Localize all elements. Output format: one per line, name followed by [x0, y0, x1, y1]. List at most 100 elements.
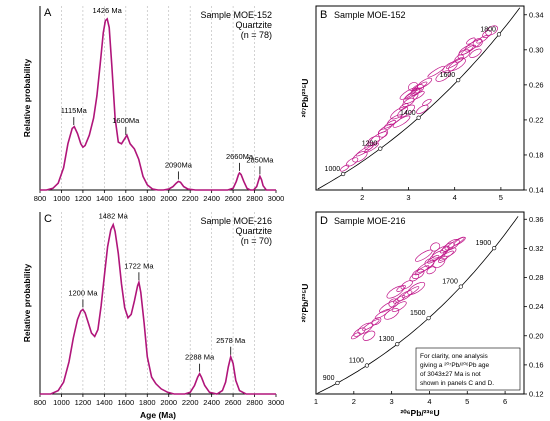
data-ellipse [461, 44, 476, 55]
x-tick-label: 3000 [268, 194, 285, 203]
data-ellipse [466, 37, 476, 45]
concordia-age-label: 900 [323, 375, 335, 382]
concordia-age-marker [458, 284, 463, 289]
x-tick-label: 4 [427, 397, 431, 406]
data-ellipse [371, 317, 382, 326]
data-ellipse [427, 255, 440, 264]
y-tick-label: 0.32 [529, 244, 544, 253]
concordia-age-marker [378, 146, 383, 151]
data-ellipse [439, 250, 454, 261]
data-ellipse [485, 25, 498, 36]
data-ellipse [435, 70, 451, 82]
data-ellipse [383, 120, 397, 129]
x-tick-label: 1000 [53, 398, 70, 407]
sample-title-line: Sample MOE-216 [200, 216, 272, 226]
data-ellipse [364, 142, 379, 153]
data-ellipse [362, 319, 380, 331]
x-tick-label: 2000 [160, 194, 177, 203]
data-ellipse [396, 284, 406, 292]
x-tick-label: 6 [503, 397, 507, 406]
data-ellipse [414, 265, 430, 276]
note-line: of 3043±27 Ma is not [420, 371, 481, 378]
x-tick-label: 2600 [225, 398, 242, 407]
note-line: For clarity, one analysis [420, 353, 489, 360]
data-ellipse [409, 273, 420, 282]
y-tick-label: 0.12 [529, 390, 544, 399]
concordia-age-marker [492, 245, 497, 251]
x-tick-label: 1200 [75, 398, 92, 407]
peak-label: 2578 Ma [216, 336, 246, 345]
y-tick-label: 0.18 [529, 150, 544, 159]
x-tick-label: 1600 [117, 398, 134, 407]
data-ellipse [430, 242, 441, 252]
concordia-age-marker [335, 380, 340, 386]
concordia-age-label: 1200 [362, 141, 378, 148]
y-tick-label: 0.34 [529, 10, 544, 19]
peak-label: 1426 Ma [93, 6, 123, 15]
peak-label: 1200 Ma [68, 288, 98, 297]
data-ellipse [482, 30, 492, 39]
x-tick-label: 2400 [203, 194, 220, 203]
panel-letter: A [44, 7, 52, 19]
data-ellipse [386, 285, 405, 299]
data-ellipse [367, 135, 381, 147]
probability-curve [40, 17, 276, 191]
data-ellipse [402, 97, 415, 108]
panel-a-probability-plot: 800 1000 1200 1400 1600 1800 2000 2200 2400 2600 2… [22, 6, 284, 203]
data-ellipse [397, 104, 416, 118]
sample-title-line: (n = 70) [241, 236, 272, 246]
plot-frame [315, 5, 525, 191]
y-tick-label: 0.26 [529, 80, 544, 89]
x-tick-label: 1400 [96, 194, 113, 203]
probability-curve [40, 222, 276, 395]
data-ellipse [417, 77, 433, 89]
y-tick-label: 0.14 [529, 186, 544, 195]
concordia-age-label: 1400 [400, 110, 416, 117]
peak-label: 2850Ma [246, 155, 274, 164]
x-tick-label: 1200 [75, 194, 92, 203]
x-tick-label: 1600 [117, 194, 134, 203]
y-tick-label: 0.20 [529, 331, 544, 340]
concordia-age-marker [456, 78, 461, 83]
data-ellipse [362, 330, 376, 341]
data-ellipse [427, 65, 445, 78]
concordia-curve [317, 7, 521, 190]
note-box [415, 347, 521, 391]
y-axis-label: Relative probability [22, 264, 32, 343]
data-ellipse [448, 58, 466, 72]
concordia-age-label: 1000 [325, 166, 341, 173]
y-tick-label: 0.28 [529, 273, 544, 282]
data-ellipse [345, 157, 359, 167]
x-tick-label: 1000 [53, 194, 70, 203]
panel-letter: B [320, 9, 327, 21]
x-tick-label: 1 [314, 397, 318, 406]
data-ellipse [353, 327, 366, 337]
x-tick-label: 2000 [160, 398, 177, 407]
data-ellipse [458, 44, 474, 56]
x-tick-label: 3 [390, 397, 394, 406]
note-line: giving a ²⁰⁷Pb/²⁰⁶Pb age [420, 361, 490, 369]
data-ellipse [444, 239, 460, 251]
data-ellipse [390, 106, 409, 120]
sample-title-line: Quartzite [235, 20, 272, 30]
panel-d-concordia-plot: 1 2 3 4 5 6 0.12 0.16 0.20 0.24 0.28 0.32 0.36 900 110… [300, 211, 544, 418]
x-axis-label: ²⁰⁶Pb/²³⁸U [400, 408, 439, 418]
panel-letter: D [320, 215, 328, 227]
concordia-age-label: 1800 [480, 26, 496, 33]
sample-title-line: Quartzite [235, 226, 272, 236]
y-tick-label: 0.36 [529, 215, 544, 224]
concordia-age-marker [416, 115, 421, 120]
data-ellipse [391, 301, 407, 312]
concordia-age-label: 1700 [442, 279, 458, 286]
data-ellipse [416, 104, 429, 115]
y-axis-label: ²⁰⁷Pb/²³⁵U [300, 284, 310, 323]
peak-label: 2090Ma [165, 160, 193, 169]
x-tick-label: 1800 [139, 194, 156, 203]
peak-label: 1722 Ma [124, 261, 154, 270]
data-ellipse [369, 131, 388, 144]
data-ellipse [379, 300, 397, 313]
x-tick-label: 800 [34, 194, 47, 203]
y-tick-label: 0.16 [529, 360, 544, 369]
data-ellipse [445, 57, 464, 69]
data-ellipse [469, 48, 482, 58]
